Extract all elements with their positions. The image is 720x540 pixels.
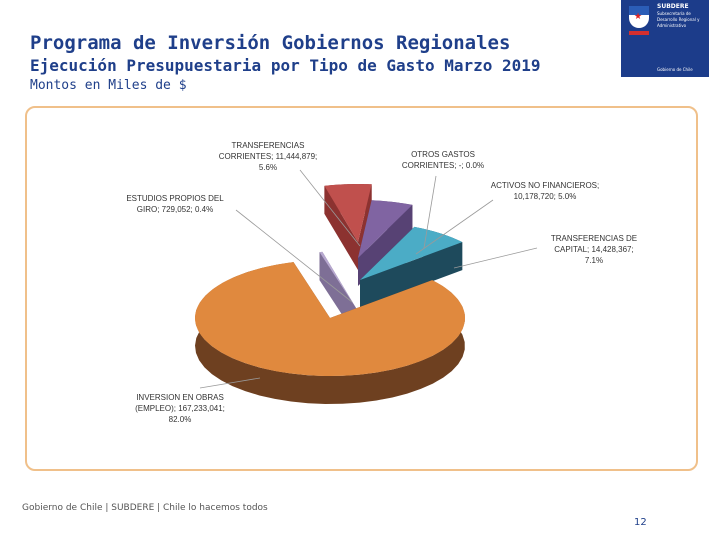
logo-name: SUBDERE xyxy=(657,3,689,10)
slice-label-4-0: INVERSION EN OBRAS xyxy=(136,393,224,402)
pie-slice-wall-0-0 xyxy=(324,185,358,270)
slice-label-5-1: GIRO; 729,052; 0.4% xyxy=(137,205,214,214)
slice-label-3-1: CAPITAL; 14,428,367; xyxy=(554,245,633,254)
pie-slice-side-4 xyxy=(195,262,465,404)
pie-slice-4 xyxy=(195,262,466,404)
leader-line-5 xyxy=(235,209,353,303)
pie-slice-wall-2-1 xyxy=(358,204,413,286)
slice-label-1-0: OTROS GASTOS xyxy=(411,150,475,159)
pie-slice-top-0 xyxy=(324,184,372,242)
slice-label-3-0: TRANSFERENCIAS DE xyxy=(551,234,637,243)
logo-subtitle: Subsecretaría de Desarrollo Regional y A… xyxy=(657,11,700,28)
slice-label-5-0: ESTUDIOS PROPIOS DEL xyxy=(126,194,224,203)
logo-government: Gobierno de Chile xyxy=(657,67,693,72)
leader-line-2 xyxy=(415,199,494,255)
flag-stripe xyxy=(629,31,649,35)
pie-slice-top-3 xyxy=(360,226,463,280)
pie-slice-wall-3-1 xyxy=(360,242,463,308)
leader-line-0 xyxy=(299,169,361,247)
coat-of-arms-icon: ★ xyxy=(629,6,649,28)
chart-panel xyxy=(25,106,698,471)
pie-slice-top-2 xyxy=(358,200,413,258)
page-title: Programa de Inversión Gobiernos Regional… xyxy=(30,32,511,54)
slice-label-2-0: ACTIVOS NO FINANCIEROS; xyxy=(491,181,599,190)
units-note: Montos en Miles de $ xyxy=(30,78,187,93)
slice-label-3-2: 7.1% xyxy=(585,256,603,265)
pie-slice-0 xyxy=(324,184,372,270)
slice-label-0-1: CORRIENTES; 11,444,879; xyxy=(219,152,318,161)
leader-line-1 xyxy=(423,175,437,249)
leader-line-4 xyxy=(199,377,261,389)
slice-label-4-1: (EMPLEO); 167,233,041; xyxy=(135,404,225,413)
slice-label-0-0: TRANSFERENCIAS xyxy=(232,141,305,150)
page-number: 12 xyxy=(634,517,647,528)
pie-slice-2 xyxy=(358,200,413,286)
page-subtitle: Ejecución Presupuestaria por Tipo de Gas… xyxy=(30,56,541,75)
pie-slice-top-5 xyxy=(319,251,356,308)
footer-text: Gobierno de Chile | SUBDERE | Chile lo h… xyxy=(22,503,268,513)
slice-label-2-1: 10,178,720; 5.0% xyxy=(514,192,577,201)
pie-slice-3 xyxy=(360,226,463,308)
slice-label-0-2: 5.6% xyxy=(259,163,277,172)
leader-line-3 xyxy=(453,247,538,269)
pie-slice-top-4 xyxy=(195,262,466,377)
slice-label-1-1: CORRIENTES; -; 0.0% xyxy=(402,161,484,170)
subdere-logo: ★ SUBDERE Subsecretaría de Desarrollo Re… xyxy=(621,0,709,77)
slice-label-4-2: 82.0% xyxy=(169,415,192,424)
